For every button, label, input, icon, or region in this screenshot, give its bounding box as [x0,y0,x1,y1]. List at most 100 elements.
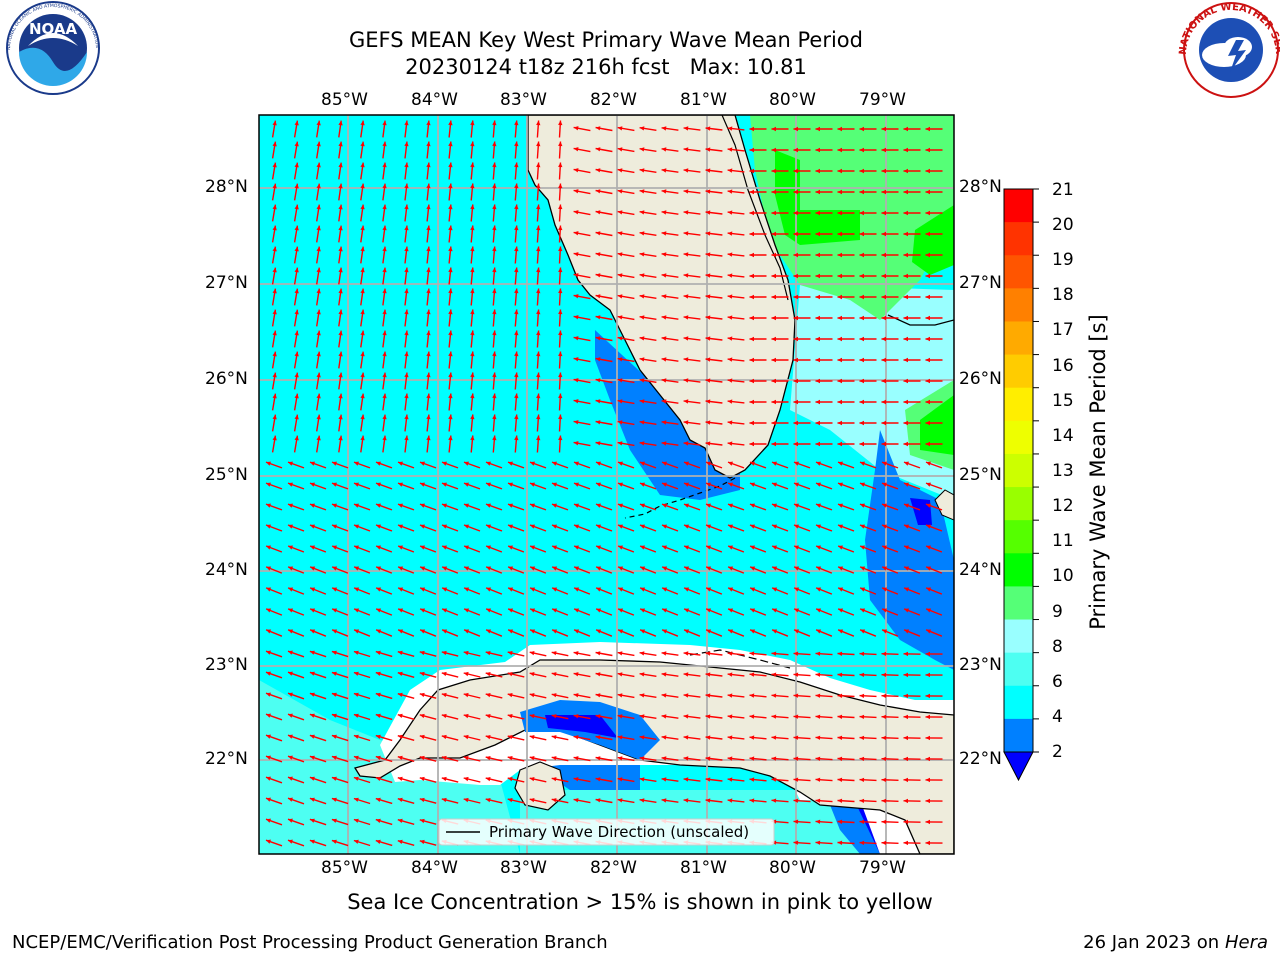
wave-arrow-head [360,309,365,315]
colorbar-segment [1004,685,1033,720]
colorbar-tick-label: 8 [1052,637,1063,657]
wave-arrow-head [573,651,579,656]
wave-arrow-head [595,231,601,236]
wave-arrow-head [837,357,842,363]
wave-arrow-head [309,713,315,718]
wave-arrow-head [551,672,557,677]
zone-period-2-4-sw-florida [595,330,740,500]
wave-arrow-head [728,524,733,529]
wave-arrow-head [772,524,777,529]
wave-arrow-head [925,273,930,279]
wave-arrow-head [463,671,469,677]
wave-arrow-head [376,545,381,550]
lon-label-bottom: 83°W [500,858,547,878]
wave-arrow-head [771,126,776,132]
wave-arrow-head [794,503,799,508]
wave-arrow-head [881,210,886,216]
lon-label-bottom: 80°W [769,858,816,878]
wave-arrow-head [750,482,755,487]
wave-arrow-head [881,756,887,761]
wave-arrow-head [331,797,337,802]
wave-arrow-head [750,461,755,466]
wave-arrow-head [926,461,931,466]
wave-arrow-head [859,735,865,740]
wave-arrow-head [706,461,711,466]
wave-arrow-head [360,351,365,357]
wave-arrow-head [486,503,491,508]
wave-arrow-head [882,482,887,487]
wave-arrow-head [294,309,299,315]
cuba-land [353,659,954,854]
wave-arrow-head [485,735,491,740]
wave-arrow-head [574,461,579,466]
wave-arrow-head [683,126,689,131]
wave-arrow-head [288,608,294,613]
wave-arrow-head [705,378,711,383]
wave-arrow-head [617,693,623,698]
wave-arrow-head [595,693,601,698]
wave-arrow-head [662,545,667,550]
wave-arrow-head [705,651,711,656]
noaa-logo: NOAA NATIONAL OCEANIC AND ATMOSPHERIC AD… [0,0,100,95]
wave-arrow-head [661,315,667,320]
wave-arrow-head [771,441,776,447]
lon-label-bottom: 82°W [590,858,637,878]
wave-arrow-head [514,414,519,420]
wave-arrow-head [837,651,843,656]
wave-arrow-head [837,336,842,342]
lon-label-top: 81°W [680,90,727,110]
wave-arrow-head [316,393,321,399]
wave-arrow-head [551,693,557,698]
wave-arrow-head [838,608,844,613]
wave-arrow-head [728,587,734,592]
wave-arrow-head [837,399,842,405]
wave-arrow-head [382,120,387,126]
wave-arrow-head [684,461,689,466]
wave-arrow-head [574,503,579,508]
wave-arrow-head [617,756,623,761]
wave-arrow-head [463,734,469,740]
wave-arrow-head [683,399,689,404]
wave-arrow-head [661,168,667,173]
sea-ice-note: Sea Ice Concentration > 15% is shown in … [347,890,933,914]
wave-arrow-head [837,273,842,279]
wave-arrow-head [881,651,887,656]
wave-arrow-head [683,210,689,215]
wave-arrow-head [309,671,315,676]
wave-arrow-head [639,126,645,131]
wave-arrow-head [925,420,930,426]
wave-arrow-head [683,441,689,446]
wave-arrow-head [815,336,820,342]
lon-label-top: 83°W [500,90,547,110]
wave-arrow-head [448,162,453,168]
cuba-south-bay-inner [545,715,618,738]
wave-arrow-head [448,351,453,357]
wave-arrow-head [903,399,908,405]
wave-arrow-head [727,693,733,698]
wave-arrow-head [464,482,469,487]
wave-arrow-head [771,273,776,279]
wave-arrow-head [288,461,293,466]
wave-arrow-head [574,566,580,571]
wave-arrow-head [530,461,535,466]
wave-arrow-head [925,231,930,237]
wave-arrow-head [816,482,821,487]
wave-arrow-head [705,672,711,677]
wave-arrow-head [558,330,563,336]
lat-label-right: 22°N [959,749,1002,769]
wave-arrow-head [573,252,579,257]
wave-arrow-head [772,461,777,466]
wave-arrow-head [316,435,321,441]
wave-arrow-head [404,288,409,294]
wave-arrow-head [793,315,798,321]
wave-arrow-head [662,461,667,466]
wave-arrow-head [750,608,756,613]
wave-arrow-head [816,503,821,508]
wave-arrow-head [881,189,886,195]
wave-arrow-head [595,168,601,173]
wave-arrow-head [771,672,777,677]
wave-arrow-head [514,435,519,441]
wave-arrow-head [464,545,469,550]
wave-arrow-head [573,231,579,236]
wave-arrow-head [640,608,646,613]
